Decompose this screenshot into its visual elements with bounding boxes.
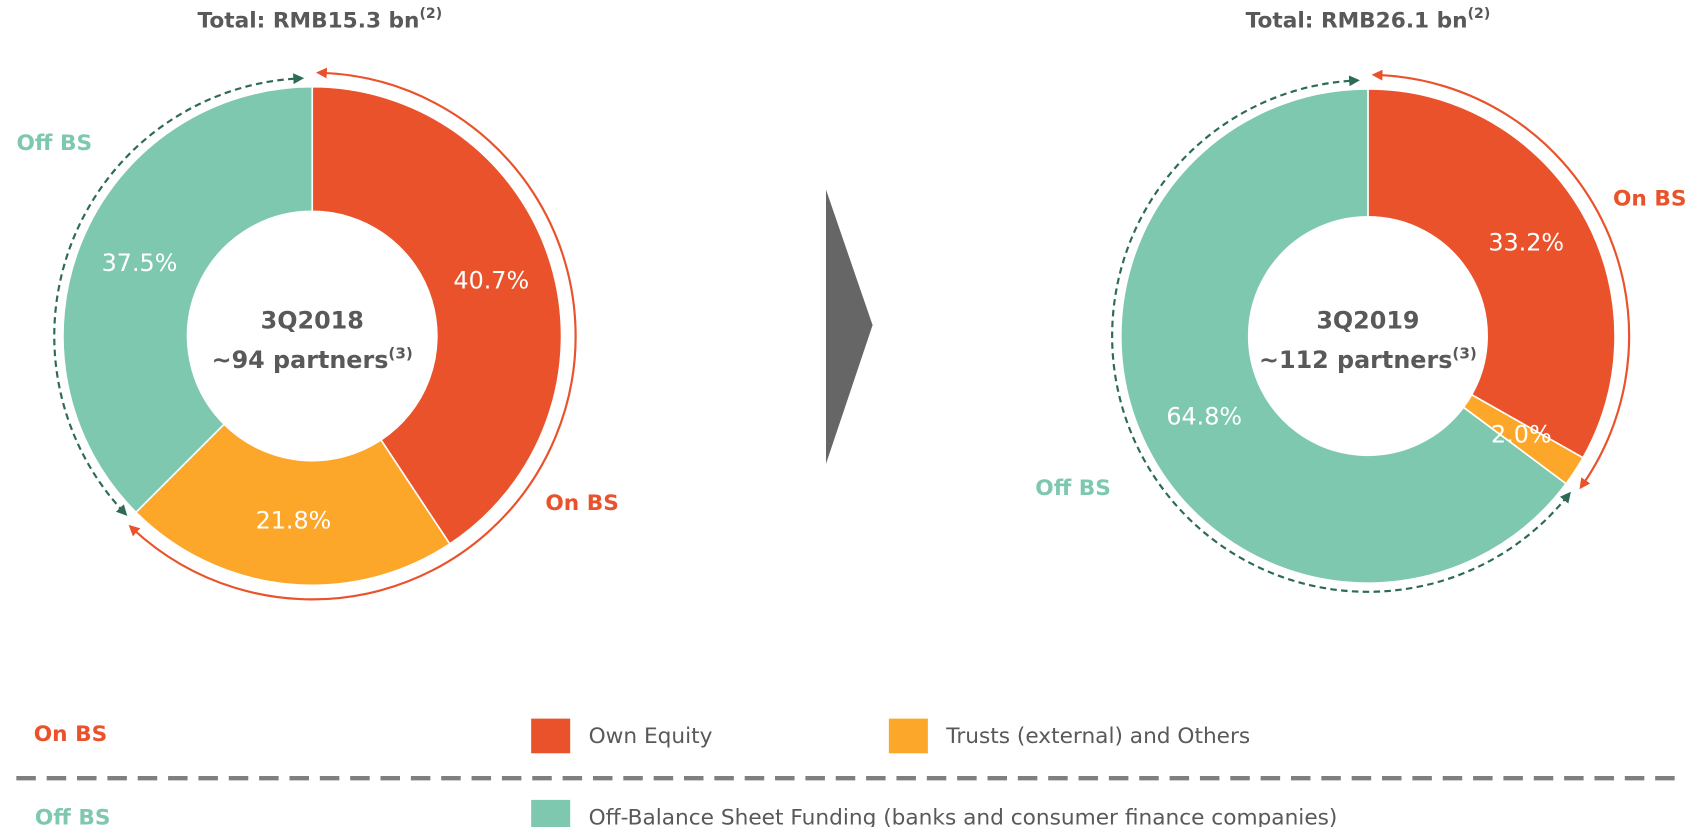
title-note: (2) bbox=[1468, 6, 1491, 22]
value-label: 37.5% bbox=[102, 249, 178, 277]
chart-title: Total: RMB26.1 bn(2) bbox=[1246, 6, 1491, 34]
center-sub: ~94 partners(3) bbox=[212, 344, 413, 374]
legend-swatch bbox=[888, 718, 928, 754]
legend-swatch bbox=[531, 718, 571, 754]
on-bs-annotation: On BS bbox=[1613, 186, 1686, 211]
off-bs-annotation: Off BS bbox=[1035, 476, 1111, 501]
center-sub-text: ~112 partners bbox=[1259, 345, 1452, 373]
on-bs-arc bbox=[128, 67, 577, 601]
center-note: (3) bbox=[388, 344, 412, 362]
donut-segment bbox=[311, 85, 563, 546]
legend-label: Trusts (external) and Others bbox=[945, 724, 1250, 749]
value-label: 2.0% bbox=[1491, 421, 1552, 449]
chart-title: Total: RMB15.3 bn(2) bbox=[197, 6, 442, 34]
center-label: 3Q2019 bbox=[1316, 306, 1419, 334]
center-label: 3Q2018 bbox=[261, 306, 364, 334]
center-sub: ~112 partners(3) bbox=[1259, 344, 1477, 374]
on-bs-annotation: On BS bbox=[545, 491, 618, 516]
donut-segment bbox=[62, 85, 314, 514]
legend-swatch bbox=[531, 799, 571, 827]
value-label: 21.8% bbox=[256, 507, 332, 535]
legend-label: Off-Balance Sheet Funding (banks and con… bbox=[589, 805, 1338, 827]
title-text: Total: RMB15.3 bn bbox=[197, 9, 419, 34]
legend-label: Own Equity bbox=[589, 724, 713, 749]
legend-group: On BS bbox=[34, 722, 107, 747]
donut-segment bbox=[1367, 88, 1616, 459]
off-bs-arc bbox=[53, 73, 305, 516]
center-sub-text: ~94 partners bbox=[212, 345, 389, 373]
legend-group: Off BS bbox=[35, 805, 111, 827]
title-note: (2) bbox=[419, 6, 442, 22]
off-bs-arc bbox=[1111, 75, 1571, 593]
value-label: 64.8% bbox=[1166, 403, 1242, 431]
value-label: 40.7% bbox=[453, 267, 529, 295]
off-bs-annotation: Off BS bbox=[16, 131, 92, 156]
value-label: 33.2% bbox=[1488, 228, 1564, 256]
title-text: Total: RMB26.1 bn bbox=[1246, 9, 1468, 34]
transition-arrow bbox=[825, 189, 873, 464]
center-note: (3) bbox=[1452, 344, 1476, 362]
